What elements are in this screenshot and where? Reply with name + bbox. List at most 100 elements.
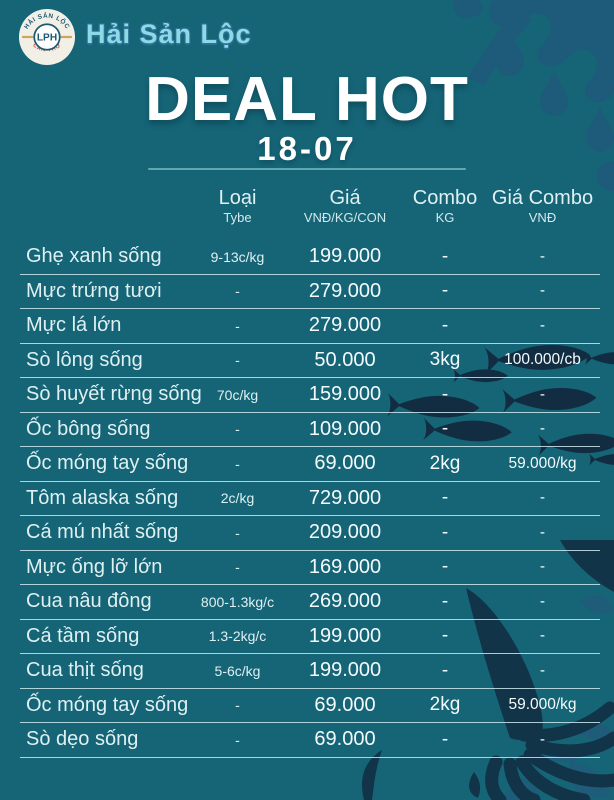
product-name-cell: Cua thịt sống xyxy=(26,659,144,682)
price-cell: 209.000 xyxy=(308,521,382,544)
combo-price-cell: - xyxy=(539,282,546,300)
price-cell: 269.000 xyxy=(308,590,382,613)
deal-title: DEAL HOT xyxy=(145,65,469,134)
combo-cell: - xyxy=(441,521,449,543)
combo-price-cell: - xyxy=(539,385,546,403)
column-label: Giá xyxy=(329,187,361,209)
column-label: Combo xyxy=(412,187,478,209)
type-cell: - xyxy=(235,731,240,748)
column-sublabel: KG xyxy=(435,210,455,225)
combo-price-cell: 59.000/kg xyxy=(508,696,577,714)
combo-cell: - xyxy=(441,659,449,681)
product-name-cell: Mực ống lỡ lớn xyxy=(26,555,163,578)
type-cell: 1.3-2kg/c xyxy=(208,628,267,645)
table-row: Cua nâu đông 800-1.3kg/c 269.000 - - xyxy=(20,585,600,620)
column-header-empty xyxy=(20,183,190,240)
combo-cell: - xyxy=(441,280,449,302)
table-body: Ghẹ xanh sống 9-13c/kg 199.000 - - Mực t… xyxy=(20,240,600,758)
combo-cell: - xyxy=(441,383,449,405)
logo-monogram: LPH xyxy=(37,33,57,44)
type-cell: 9-13c/kg xyxy=(210,248,265,265)
combo-price-cell: - xyxy=(539,523,546,541)
table-row: Mực trứng tươi - 279.000 - - xyxy=(20,275,600,309)
store-logo: HẢI SẢN LỘC CẦN THƠ LPH xyxy=(18,8,76,66)
table-row: Ốc bông sống - 109.000 - - xyxy=(20,413,600,447)
type-cell: - xyxy=(235,455,240,472)
combo-cell: - xyxy=(441,314,449,336)
combo-cell: 2kg xyxy=(429,694,461,716)
combo-price-cell: - xyxy=(539,592,546,610)
combo-price-cell: - xyxy=(539,247,546,265)
price-cell: 169.000 xyxy=(308,555,382,578)
table-row: Ốc móng tay sống - 69.000 2kg 59.000/kg xyxy=(20,447,600,482)
type-cell: 5-6c/kg xyxy=(214,662,261,679)
combo-cell: - xyxy=(441,625,449,647)
product-name-cell: Tôm alaska sống xyxy=(26,486,179,509)
table-row: Sò huyết rừng sống 70c/kg 159.000 - - xyxy=(20,378,600,413)
price-cell: 69.000 xyxy=(314,728,376,751)
price-cell: 199.000 xyxy=(308,245,382,268)
combo-price-cell: - xyxy=(539,489,546,507)
combo-cell: 2kg xyxy=(429,452,461,474)
price-cell: 729.000 xyxy=(308,486,382,509)
product-name-cell: Cá mú nhất sống xyxy=(26,521,179,544)
price-cell: 69.000 xyxy=(314,452,376,475)
column-label: Giá Combo xyxy=(491,187,594,209)
type-cell: - xyxy=(235,697,240,714)
combo-price-cell: 59.000/kg xyxy=(508,454,577,472)
type-cell: - xyxy=(235,283,240,300)
column-label: Loại xyxy=(218,187,257,209)
type-cell: - xyxy=(235,352,240,369)
table-row: Cá mú nhất sống - 209.000 - - xyxy=(20,516,600,551)
combo-cell: - xyxy=(441,487,449,509)
title-underline xyxy=(148,168,466,170)
product-name-cell: Cua nâu đông xyxy=(26,590,152,613)
type-cell: - xyxy=(235,421,240,438)
product-name-cell: Ghẹ xanh sống xyxy=(26,245,162,268)
combo-cell: - xyxy=(441,556,449,578)
table-row: Mực lá lớn - 279.000 - - xyxy=(20,309,600,344)
type-cell: - xyxy=(235,559,240,576)
price-cell: 199.000 xyxy=(308,659,382,682)
table-row: Ghẹ xanh sống 9-13c/kg 199.000 - - xyxy=(20,240,600,275)
table-row: Ốc móng tay sống - 69.000 2kg 59.000/kg xyxy=(20,689,600,723)
product-name-cell: Mực trứng tươi xyxy=(26,279,162,302)
type-cell: - xyxy=(235,317,240,334)
product-name-cell: Sò huyết rừng sống xyxy=(26,383,202,406)
price-table: Loại Tybe Giá VNĐ/KG/CON Combo KG Giá Co… xyxy=(20,183,600,758)
table-row: Cá tầm sống 1.3-2kg/c 199.000 - - xyxy=(20,620,600,654)
combo-price-cell: - xyxy=(539,420,546,438)
column-sublabel: Tybe xyxy=(223,210,252,225)
column-sublabel: VNĐ/KG/CON xyxy=(303,210,387,225)
product-name-cell: Ốc móng tay sống xyxy=(26,452,189,475)
product-name-cell: Ốc móng tay sống xyxy=(26,693,189,716)
combo-price-cell: - xyxy=(539,627,546,645)
table-row: Mực ống lỡ lớn - 169.000 - - xyxy=(20,551,600,585)
combo-price-cell: - xyxy=(539,558,546,576)
column-header-combo: Combo KG xyxy=(405,183,485,240)
store-name: Hải Sản Lộc xyxy=(86,19,252,49)
price-cell: 159.000 xyxy=(308,383,382,406)
price-cell: 50.000 xyxy=(314,348,376,371)
column-sublabel: VNĐ xyxy=(528,210,557,225)
seaweed-fin-icon xyxy=(362,750,382,800)
price-cell: 199.000 xyxy=(308,624,382,647)
column-header-price: Giá VNĐ/KG/CON xyxy=(285,183,405,240)
combo-cell: - xyxy=(441,418,449,440)
table-row: Sò dẹo sống - 69.000 - - xyxy=(20,723,600,758)
price-cell: 69.000 xyxy=(314,693,376,716)
combo-price-cell: 100.000/cb xyxy=(504,351,581,369)
combo-cell: 3kg xyxy=(429,349,461,371)
product-name-cell: Cá tầm sống xyxy=(26,624,140,647)
table-row: Tôm alaska sống 2c/kg 729.000 - - xyxy=(20,482,600,516)
combo-price-cell: - xyxy=(539,316,546,334)
price-cell: 109.000 xyxy=(308,417,382,440)
product-name-cell: Sò lông sống xyxy=(26,348,143,371)
combo-cell: - xyxy=(441,728,449,750)
deal-date: 18-07 xyxy=(257,130,357,167)
table-header-row: Loại Tybe Giá VNĐ/KG/CON Combo KG Giá Co… xyxy=(20,183,600,240)
type-cell: 800-1.3kg/c xyxy=(200,593,275,610)
type-cell: 2c/kg xyxy=(220,490,255,507)
product-name-cell: Ốc bông sống xyxy=(26,417,151,440)
product-name-cell: Sò dẹo sống xyxy=(26,728,139,751)
